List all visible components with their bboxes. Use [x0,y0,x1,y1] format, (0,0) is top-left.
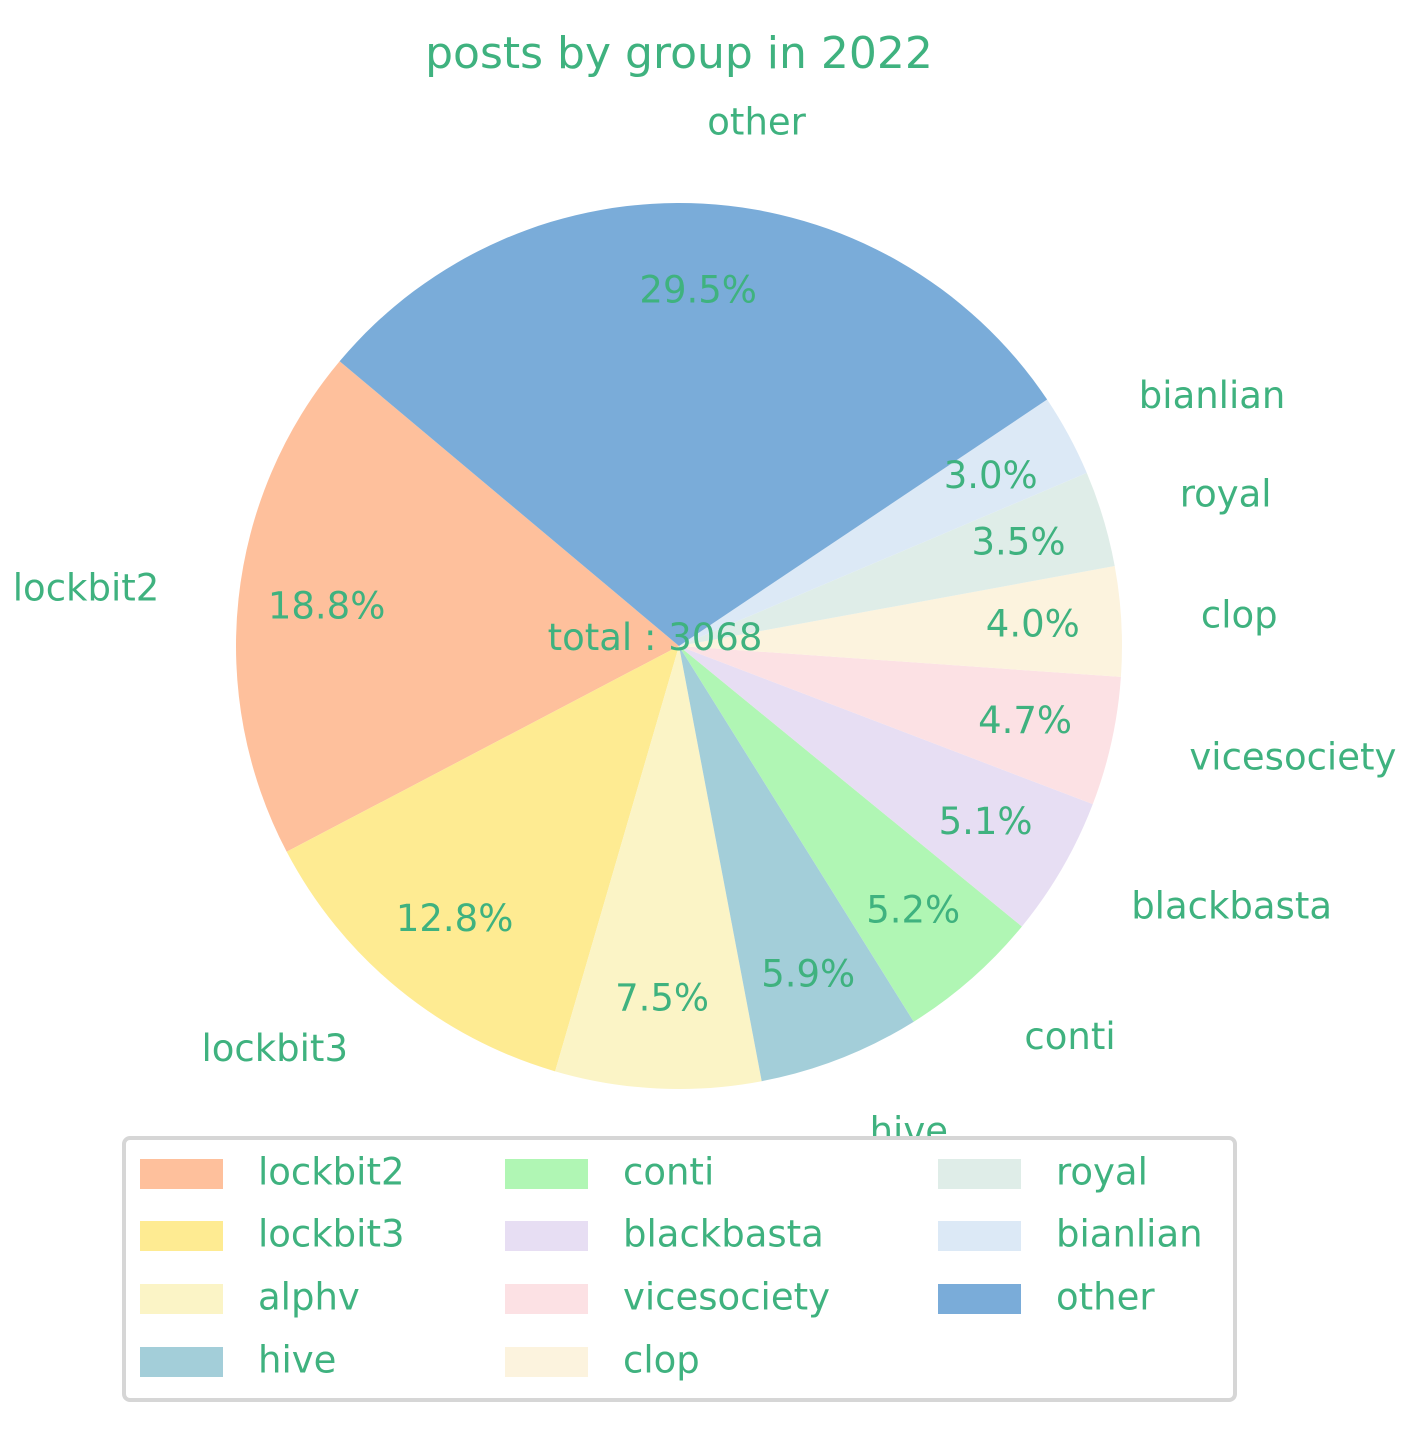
legend-swatch-other [938,1284,1021,1314]
pie-slice-lockbit2 [236,361,679,852]
slice-percent-conti: 5.2% [866,889,960,932]
pie-slice-alphv [555,646,762,1089]
legend-label-clop: clop [623,1339,700,1382]
pie-slice-hive [679,646,914,1082]
slice-percent-other: 29.5% [639,269,757,312]
legend-swatch-clop [505,1347,588,1377]
legend-swatch-vicesociety [505,1284,588,1314]
slice-label-vicesociety: vicesociety [1189,735,1396,778]
slice-label-clop: clop [1201,593,1278,636]
legend-label-lockbit3: lockbit3 [258,1213,405,1256]
slice-label-bianlian: bianlian [1139,374,1286,417]
pie-slice-clop [679,566,1122,677]
pie-slice-conti [679,646,1022,1022]
legend: lockbit2 lockbit3 alphv hive conti blackbasta… [122,1136,1237,1402]
legend-swatch-blackbasta [505,1221,588,1251]
slice-label-lockbit3: lockbit3 [201,1027,348,1070]
legend-frame [122,1136,1237,1402]
pie-labels: lockbit218.8%lockbit312.8%alphv7.5%hive5… [13,101,1397,1188]
pie-slice-blackbasta [679,646,1093,927]
slice-label-lockbit2: lockbit2 [13,566,160,609]
total-label: total : 3068 [548,616,763,659]
slice-percent-royal: 3.5% [972,521,1066,564]
slice-percent-vicesociety: 4.7% [978,699,1072,742]
legend-label-other: other [1056,1276,1155,1319]
slice-percent-lockbit3: 12.8% [396,897,514,940]
slice-label-blackbasta: blackbasta [1131,885,1332,928]
pie-wedges [236,202,1122,1089]
pie-slice-lockbit3 [286,646,679,1072]
slice-percent-clop: 4.0% [986,603,1080,646]
legend-label-vicesociety: vicesociety [623,1276,830,1319]
legend-label-bianlian: bianlian [1056,1213,1203,1256]
pie-slice-royal [679,472,1115,646]
slice-label-other: other [707,101,806,144]
legend-swatch-hive [140,1347,223,1377]
legend-label-blackbasta: blackbasta [623,1213,824,1256]
slice-percent-blackbasta: 5.1% [939,800,1033,843]
chart-title: posts by group in 2022 [425,28,933,79]
legend-label-royal: royal [1056,1151,1148,1194]
legend-label-hive: hive [258,1339,336,1382]
slice-percent-bianlian: 3.0% [944,454,1038,497]
slice-percent-hive: 5.9% [761,953,855,996]
legend-swatch-lockbit3 [140,1221,223,1251]
legend-label-lockbit2: lockbit2 [258,1151,405,1194]
legend-swatch-bianlian [938,1221,1021,1251]
slice-percent-alphv: 7.5% [615,977,709,1020]
legend-label-conti: conti [623,1151,714,1194]
slice-label-conti: conti [1024,1015,1115,1058]
pie-slice-bianlian [679,399,1087,646]
legend-swatch-conti [505,1159,588,1189]
slice-label-royal: royal [1180,472,1272,515]
pie-slice-vicesociety [679,646,1121,805]
legend-label-alphv: alphv [258,1276,360,1319]
slice-percent-lockbit2: 18.8% [268,585,386,628]
legend-swatch-royal [938,1159,1021,1189]
pie-slice-other [339,202,1048,646]
legend-swatch-lockbit2 [140,1159,223,1189]
legend-swatch-alphv [140,1284,223,1314]
